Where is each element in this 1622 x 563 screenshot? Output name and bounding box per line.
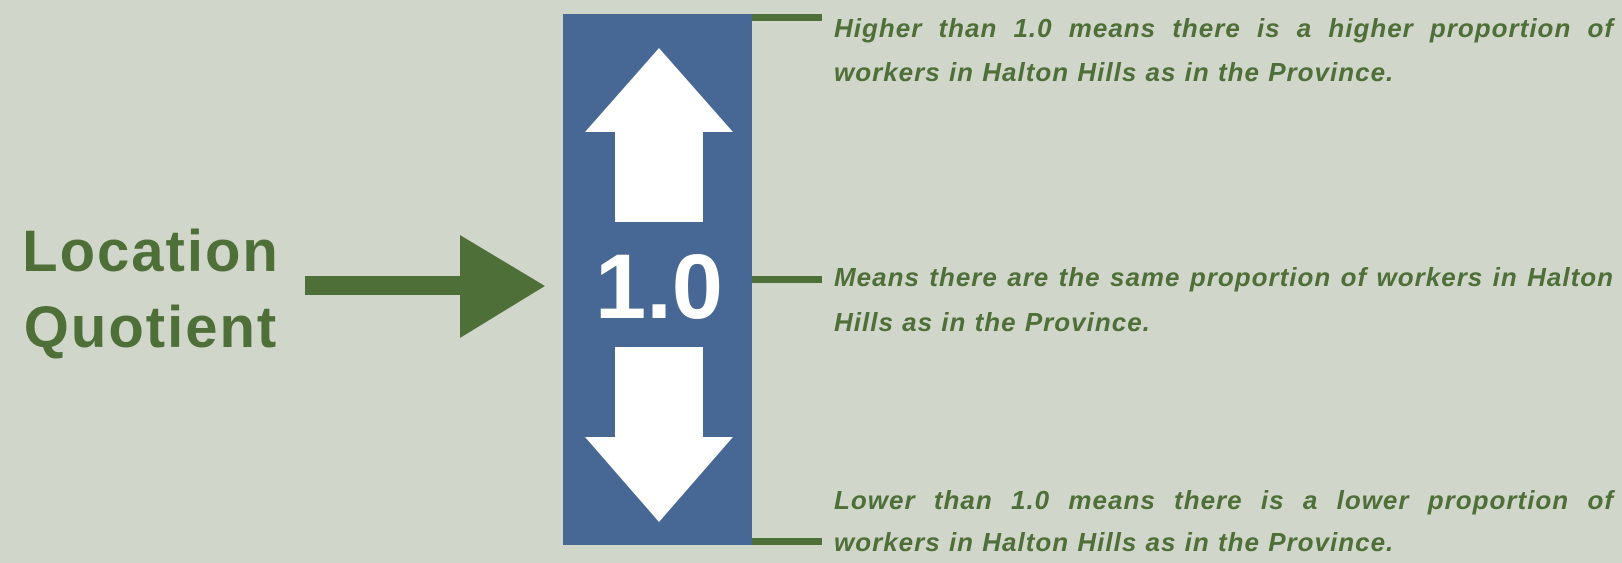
description: Higher than 1.0 means there is a higher … — [834, 6, 1614, 94]
arrow-shaft — [305, 276, 465, 295]
label-line: Quotient — [24, 295, 278, 360]
description: Lower than 1.0 means there is a lower pr… — [834, 479, 1614, 563]
text: Lower than 1.0 means there is a — [834, 485, 1337, 515]
emphasis: higher proportion — [1328, 13, 1572, 43]
up-arrow — [585, 48, 733, 222]
emphasis: lower proportion — [1336, 485, 1570, 515]
description: Means there are the same proportion of w… — [834, 255, 1614, 345]
connector — [752, 276, 822, 283]
text: of workers in Halton Hills as in the Pro… — [834, 13, 1614, 87]
center-value: 1.0 — [595, 236, 723, 338]
label-line: Location — [22, 219, 280, 284]
down-arrow — [585, 347, 733, 522]
connector — [752, 538, 822, 545]
text: of workers in Halton Hills as in the Pro… — [834, 485, 1614, 557]
arrow-head — [460, 235, 545, 338]
text: Higher than 1.0 means there is a — [834, 13, 1329, 43]
connector — [752, 14, 822, 21]
text: Means there are the same proportion of w… — [834, 262, 1614, 337]
